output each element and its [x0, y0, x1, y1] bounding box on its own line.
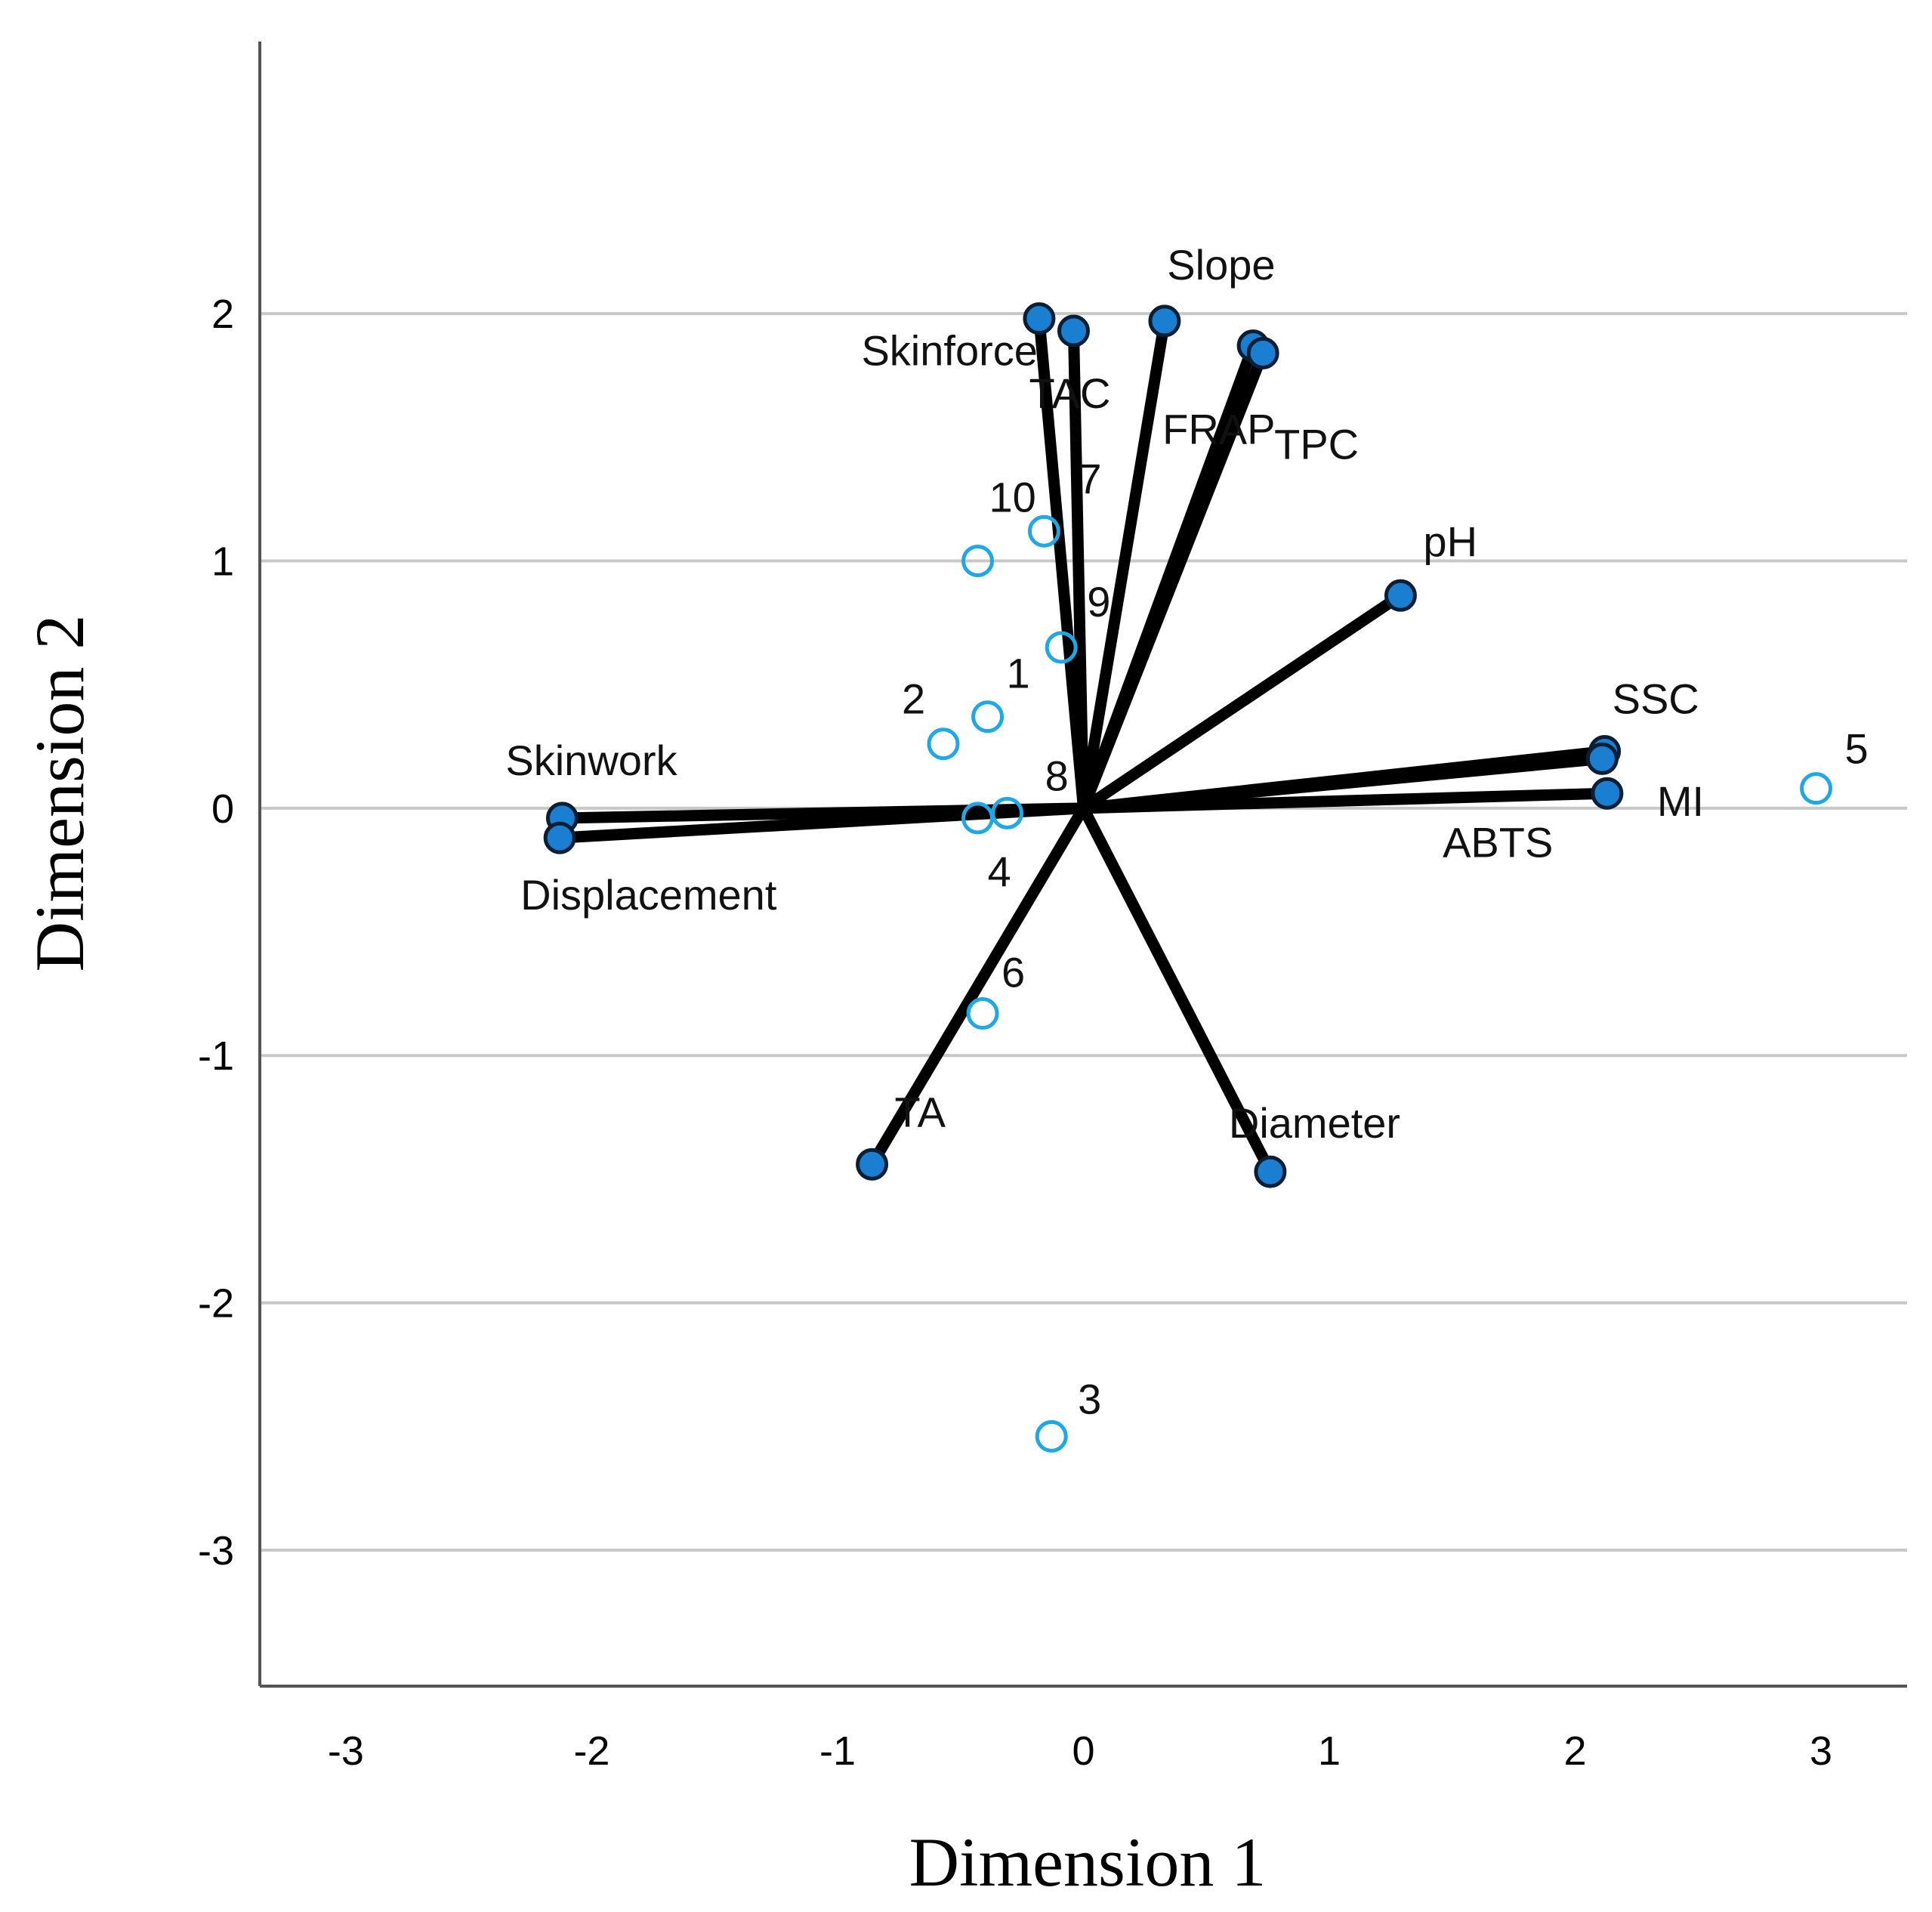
object-point-9	[1045, 631, 1078, 664]
vector-line-abts	[1078, 752, 1608, 814]
vector-line-diameter	[1078, 802, 1276, 1178]
vector-point-skinforce	[1023, 302, 1056, 335]
vector-label-slope: Slope	[1167, 241, 1275, 289]
vector-point-ta	[856, 1148, 889, 1181]
vector-label-ph: pH	[1423, 517, 1477, 565]
x-tick-label-1: 1	[1318, 1728, 1341, 1774]
object-point-7	[1027, 514, 1060, 548]
vector-label-skinforce: Skinforce	[861, 327, 1037, 375]
y-tick-label-2: 2	[211, 292, 234, 337]
y-tick-label--3: -3	[198, 1528, 234, 1574]
x-tick-label--3: -3	[328, 1728, 364, 1774]
object-point-8	[991, 796, 1024, 829]
vector-line-tpc	[1078, 347, 1269, 814]
vector-line-ph	[1078, 589, 1406, 814]
vector-line-skinforce	[1033, 313, 1089, 814]
vector-point-mi	[1591, 777, 1624, 810]
x-tick-label-2: 2	[1564, 1728, 1587, 1774]
vector-label-mi: MI	[1657, 777, 1704, 825]
object-point-6	[966, 997, 999, 1030]
variable-points	[543, 302, 1624, 1188]
y-axis-title: Dimension 2	[21, 615, 98, 972]
object-label-5: 5	[1845, 725, 1869, 773]
object-label-9: 9	[1087, 578, 1110, 625]
vector-label-abts: ABTS	[1443, 818, 1553, 866]
object-label-4: 4	[988, 848, 1011, 895]
vector-line-slope	[1078, 315, 1171, 814]
vector-label-skinwork: Skinwork	[505, 737, 677, 784]
y-tick-label-0: 0	[211, 786, 234, 832]
object-point-2	[927, 727, 960, 761]
variable-vectors	[554, 313, 1613, 1178]
object-label-8: 8	[1045, 752, 1069, 799]
vector-line-displacement	[554, 802, 1089, 844]
vector-line-mi	[1078, 787, 1613, 814]
vector-point-diameter	[1254, 1155, 1287, 1188]
vector-point-displacement	[543, 821, 576, 854]
object-label-10: 10	[989, 473, 1036, 520]
object-point-1	[971, 700, 1005, 734]
vector-point-slope	[1148, 304, 1181, 338]
vector-label-ssc: SSC	[1613, 675, 1699, 723]
object-point-10	[961, 544, 995, 577]
vector-label-ta: TA	[895, 1088, 946, 1135]
axes	[258, 42, 1907, 1688]
object-label-2: 2	[902, 675, 925, 723]
vector-point-tac	[1057, 314, 1090, 347]
vector-label-tac: TAC	[1029, 369, 1111, 417]
x-tick-labels: -3 -2 -1 0 1 2 3	[328, 1728, 1832, 1774]
object-label-7: 7	[1078, 455, 1101, 502]
x-tick-label-3: 3	[1810, 1728, 1832, 1774]
object-labels: 1 2 3 4 5 6 7 8 9 10	[902, 455, 1869, 1422]
vector-line-tac	[1067, 325, 1089, 814]
x-tick-label-0: 0	[1072, 1728, 1094, 1774]
x-tick-label--2: -2	[573, 1728, 610, 1774]
vector-point-ph	[1384, 579, 1417, 612]
y-tick-labels: -3 -2 -1 0 1 2	[198, 292, 234, 1574]
object-label-1: 1	[1007, 650, 1030, 697]
y-tick-label-1: 1	[211, 539, 234, 584]
vector-label-diameter: Diameter	[1229, 1099, 1400, 1147]
vector-label-frap: FRAP	[1162, 406, 1275, 453]
vector-line-ta	[866, 802, 1089, 1170]
object-point-3	[1035, 1419, 1068, 1453]
y-tick-label--2: -2	[198, 1281, 234, 1327]
object-label-3: 3	[1078, 1375, 1101, 1422]
object-label-6: 6	[1001, 949, 1025, 996]
vector-label-tpc: TPC	[1274, 420, 1359, 468]
x-tick-label--1: -1	[819, 1728, 856, 1774]
vector-point-abts	[1585, 742, 1619, 775]
vector-label-displacement: Displacement	[520, 871, 777, 919]
vector-point-tpc	[1246, 336, 1279, 369]
x-axis-title: Dimension 1	[909, 1824, 1267, 1901]
object-point-5	[1800, 772, 1833, 805]
object-points	[927, 514, 1833, 1453]
y-tick-label--1: -1	[198, 1033, 234, 1079]
